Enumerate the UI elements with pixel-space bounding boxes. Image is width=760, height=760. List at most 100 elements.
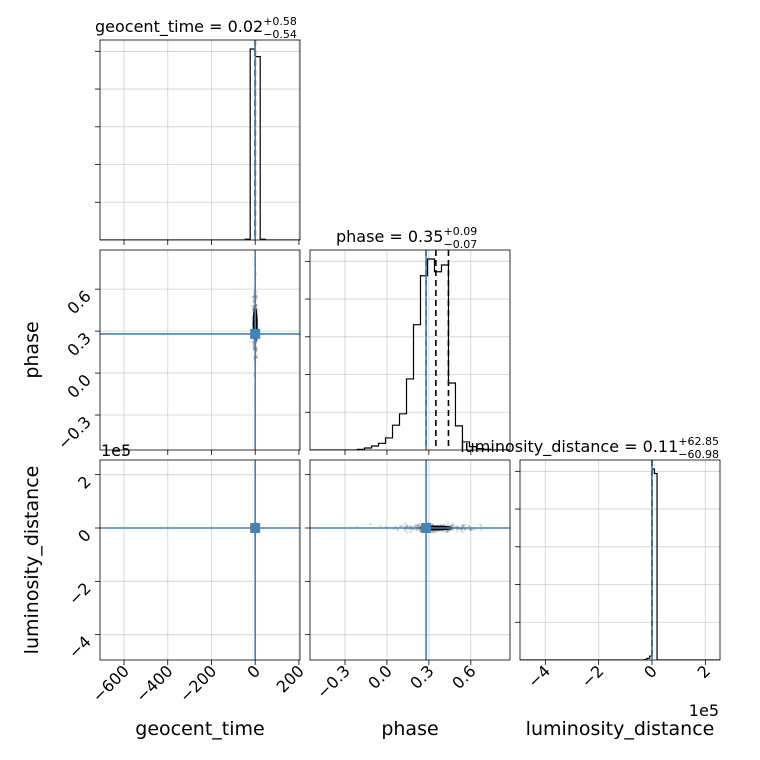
summary-plus: +0.09	[443, 225, 477, 238]
x-axis-label-phase: phase	[381, 718, 438, 740]
summary-minus: −0.54	[263, 28, 297, 41]
posterior-sample	[436, 529, 440, 533]
posterior-sample	[401, 524, 405, 527]
posterior-sample	[417, 523, 421, 527]
posterior-sample	[480, 528, 483, 532]
summary-minus: −60.98	[678, 448, 719, 461]
posterior-sample	[414, 524, 418, 528]
posterior-sample	[399, 524, 403, 528]
posterior-sample	[446, 530, 449, 533]
posterior-sample	[399, 524, 402, 528]
panel-frame	[309, 459, 511, 661]
posterior-sample	[251, 304, 254, 308]
panel-luminosity_distance-vs-geocent_time: −600 −400 −200 0 200 −4 −2 0 2	[65, 459, 308, 706]
posterior-sample	[415, 524, 419, 527]
panel-luminosity_distance-vs-phase: −0.3 0.0 0.3 0.6	[305, 459, 511, 702]
posterior-sample	[251, 307, 255, 311]
posterior-sample	[478, 523, 482, 526]
posterior-sample	[255, 290, 258, 294]
panel-content	[100, 40, 300, 240]
posterior-sample	[369, 522, 372, 526]
summary-minus: −0.07	[443, 238, 477, 251]
posterior-sample	[462, 530, 465, 534]
posterior-sample	[405, 525, 409, 528]
panel-frame	[99, 39, 301, 241]
posterior-sample	[468, 528, 472, 531]
y-axis-label-luminosity_distance: luminosity_distance	[21, 466, 43, 655]
x-axis-label-geocent_time: geocent_time	[135, 718, 264, 740]
posterior-sample	[440, 529, 444, 533]
posterior-sample	[251, 305, 255, 308]
posterior-sample	[412, 524, 416, 528]
posterior-sample	[416, 523, 420, 527]
posterior-sample	[251, 308, 255, 311]
y-tick-label-luminosity_distance: 2	[74, 472, 95, 493]
panel-content	[310, 460, 510, 660]
histogram-phase	[310, 258, 510, 450]
posterior-sample	[451, 525, 455, 528]
x-tick-label-phase: −0.3	[313, 661, 354, 702]
posterior-sample	[460, 524, 464, 527]
y-tick-label-phase: −0.3	[54, 412, 95, 453]
x-tick-label-luminosity_distance: 2	[694, 661, 715, 682]
x-tick-label-geocent_time: 200	[273, 661, 308, 696]
posterior-sample	[468, 524, 471, 528]
posterior-sample	[445, 530, 449, 534]
posterior-sample	[251, 340, 254, 343]
posterior-sample	[430, 523, 434, 526]
posterior-sample	[461, 524, 465, 527]
x-tick-label-geocent_time: −200	[176, 661, 221, 706]
x-tick-label-phase: 0.3	[406, 661, 437, 692]
histogram-luminosity_distance	[520, 468, 720, 660]
posterior-sample	[461, 524, 465, 527]
posterior-sample	[446, 521, 450, 525]
posterior-sample	[252, 341, 255, 344]
posterior-sample	[396, 528, 399, 532]
summary-title-phase: phase = 0.35+0.09 −0.07	[336, 225, 477, 251]
panel-content	[100, 460, 300, 660]
y-tick-label-phase: 0.6	[63, 287, 94, 318]
panel-frame	[99, 459, 301, 661]
posterior-sample	[255, 348, 259, 352]
posterior-sample	[409, 530, 412, 534]
posterior-sample	[414, 523, 417, 527]
histogram-geocent_time	[100, 48, 300, 240]
posterior-sample	[252, 346, 255, 349]
posterior-sample	[469, 528, 473, 532]
posterior-sample	[404, 522, 407, 525]
posterior-sample	[252, 300, 255, 304]
x-tick-label-luminosity_distance: −2	[577, 661, 607, 691]
summary-plus: +62.85	[678, 435, 719, 448]
posterior-sample	[251, 295, 255, 299]
y-axis-label-phase: phase	[21, 321, 43, 378]
posterior-sample	[446, 523, 450, 527]
x-tick-label-geocent_time: 0	[243, 661, 264, 682]
posterior-sample	[415, 528, 418, 532]
posterior-sample	[451, 528, 455, 532]
posterior-sample	[405, 531, 409, 534]
posterior-sample	[427, 520, 430, 524]
posterior-sample	[405, 524, 408, 528]
truth-marker	[250, 328, 261, 339]
posterior-sample	[479, 524, 483, 528]
panel-frame	[99, 249, 301, 451]
y-offset-label-luminosity-distance: 1e5	[101, 441, 131, 460]
y-tick-label-luminosity_distance: −2	[65, 579, 95, 609]
posterior-sample	[449, 524, 453, 527]
x-tick-label-phase: 0.6	[448, 661, 479, 692]
posterior-sample	[431, 530, 435, 534]
posterior-sample	[460, 529, 463, 533]
panel-luminosity_distance-vs-luminosity_distance: −4 −2 0 2	[515, 459, 721, 692]
posterior-sample	[418, 522, 421, 526]
posterior-sample	[464, 523, 467, 526]
panel-frame	[309, 249, 511, 451]
posterior-sample	[411, 528, 415, 531]
posterior-sample	[456, 530, 459, 533]
posterior-sample	[252, 295, 255, 298]
x-axis-label-luminosity_distance: luminosity_distance	[526, 718, 715, 740]
posterior-sample	[452, 523, 455, 526]
posterior-sample	[408, 525, 412, 528]
x-tick-label-luminosity_distance: −4	[524, 661, 554, 691]
summary-title-geocent_time: geocent_time = 0.02+0.58 −0.54	[95, 15, 297, 41]
